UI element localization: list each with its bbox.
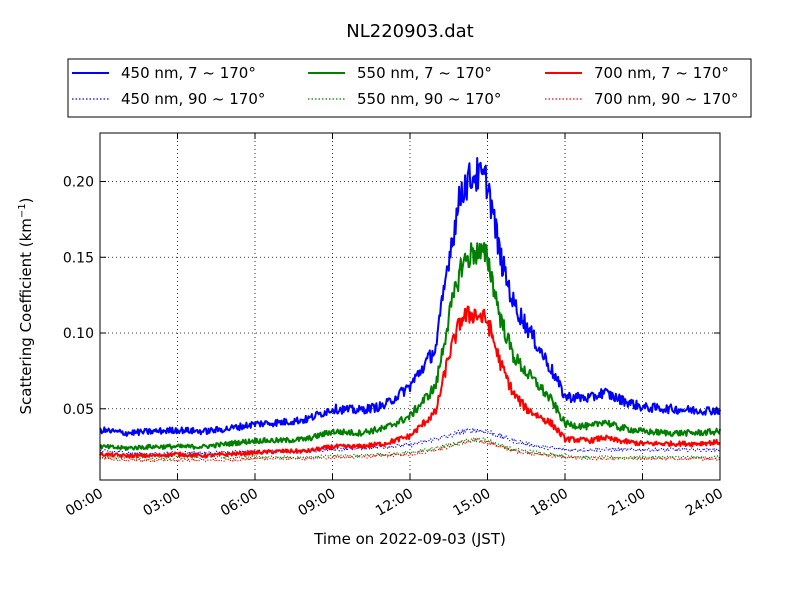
y-tick-label: 0.15 xyxy=(63,250,94,266)
series-line xyxy=(99,242,721,451)
legend-box xyxy=(67,58,752,118)
legend-label: 450 nm, 7 ~ 170° xyxy=(121,64,256,82)
series-line xyxy=(99,157,721,437)
legend-label: 550 nm, 7 ~ 170° xyxy=(357,64,492,82)
series-group xyxy=(99,157,721,463)
legend-label: 700 nm, 7 ~ 170° xyxy=(594,64,729,82)
grid xyxy=(100,133,720,480)
y-axis-label-close: ) xyxy=(17,197,35,203)
y-axis-label-main: Scattering Coefficient (km xyxy=(17,218,35,414)
legend-label: 450 nm, 90 ~ 170° xyxy=(121,90,265,108)
y-axis-label: Scattering Coefficient (km−1) xyxy=(17,197,35,414)
legend-label: 700 nm, 90 ~ 170° xyxy=(594,90,738,108)
chart-title: NL220903.dat xyxy=(346,21,473,42)
y-tick-label: 0.10 xyxy=(63,326,94,342)
series-line xyxy=(99,427,721,456)
y-axis-label-superscript: −1 xyxy=(17,203,28,218)
x-axis-label: Time on 2022-09-03 (JST) xyxy=(313,530,506,548)
ticks xyxy=(99,133,721,480)
y-tick-labels: 0.05 0.10 0.15 0.20 xyxy=(63,174,94,417)
series-line xyxy=(99,438,721,463)
legend-label: 550 nm, 90 ~ 170° xyxy=(357,90,501,108)
legend: 450 nm, 7 ~ 170° 450 nm, 90 ~ 170° 550 nm,… xyxy=(67,58,752,118)
y-tick-label: 0.05 xyxy=(63,402,94,418)
series-line xyxy=(99,305,721,459)
y-tick-label: 0.20 xyxy=(63,174,94,190)
